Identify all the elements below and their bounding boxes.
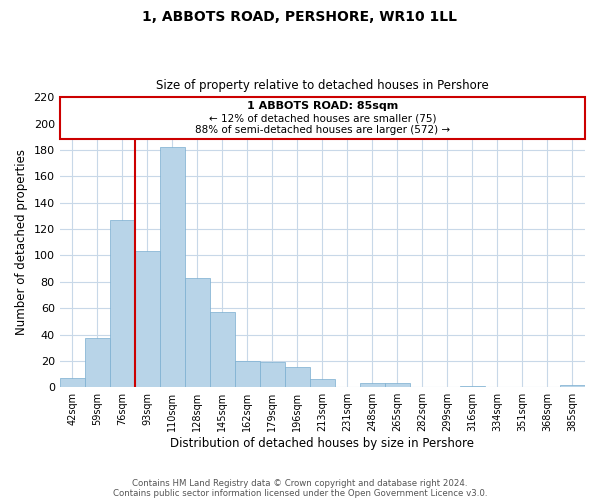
Bar xyxy=(285,368,310,387)
Bar xyxy=(59,378,85,387)
Text: Contains HM Land Registry data © Crown copyright and database right 2024.: Contains HM Land Registry data © Crown c… xyxy=(132,478,468,488)
Text: 1, ABBOTS ROAD, PERSHORE, WR10 1LL: 1, ABBOTS ROAD, PERSHORE, WR10 1LL xyxy=(143,10,458,24)
Bar xyxy=(135,252,160,387)
Title: Size of property relative to detached houses in Pershore: Size of property relative to detached ho… xyxy=(156,79,489,92)
Bar xyxy=(260,362,285,387)
Bar xyxy=(385,384,410,387)
Bar xyxy=(185,278,210,387)
Bar xyxy=(460,386,485,387)
Y-axis label: Number of detached properties: Number of detached properties xyxy=(15,150,28,336)
Bar xyxy=(310,380,335,387)
Bar xyxy=(85,338,110,387)
Text: ← 12% of detached houses are smaller (75): ← 12% of detached houses are smaller (75… xyxy=(209,114,436,124)
Text: 1 ABBOTS ROAD: 85sqm: 1 ABBOTS ROAD: 85sqm xyxy=(247,102,398,112)
Bar xyxy=(110,220,135,387)
Bar xyxy=(160,148,185,387)
Bar xyxy=(560,384,585,387)
Text: Contains public sector information licensed under the Open Government Licence v3: Contains public sector information licen… xyxy=(113,488,487,498)
Bar xyxy=(210,312,235,387)
Bar xyxy=(360,384,385,387)
Text: 88% of semi-detached houses are larger (572) →: 88% of semi-detached houses are larger (… xyxy=(195,126,450,136)
Bar xyxy=(235,361,260,387)
X-axis label: Distribution of detached houses by size in Pershore: Distribution of detached houses by size … xyxy=(170,437,475,450)
